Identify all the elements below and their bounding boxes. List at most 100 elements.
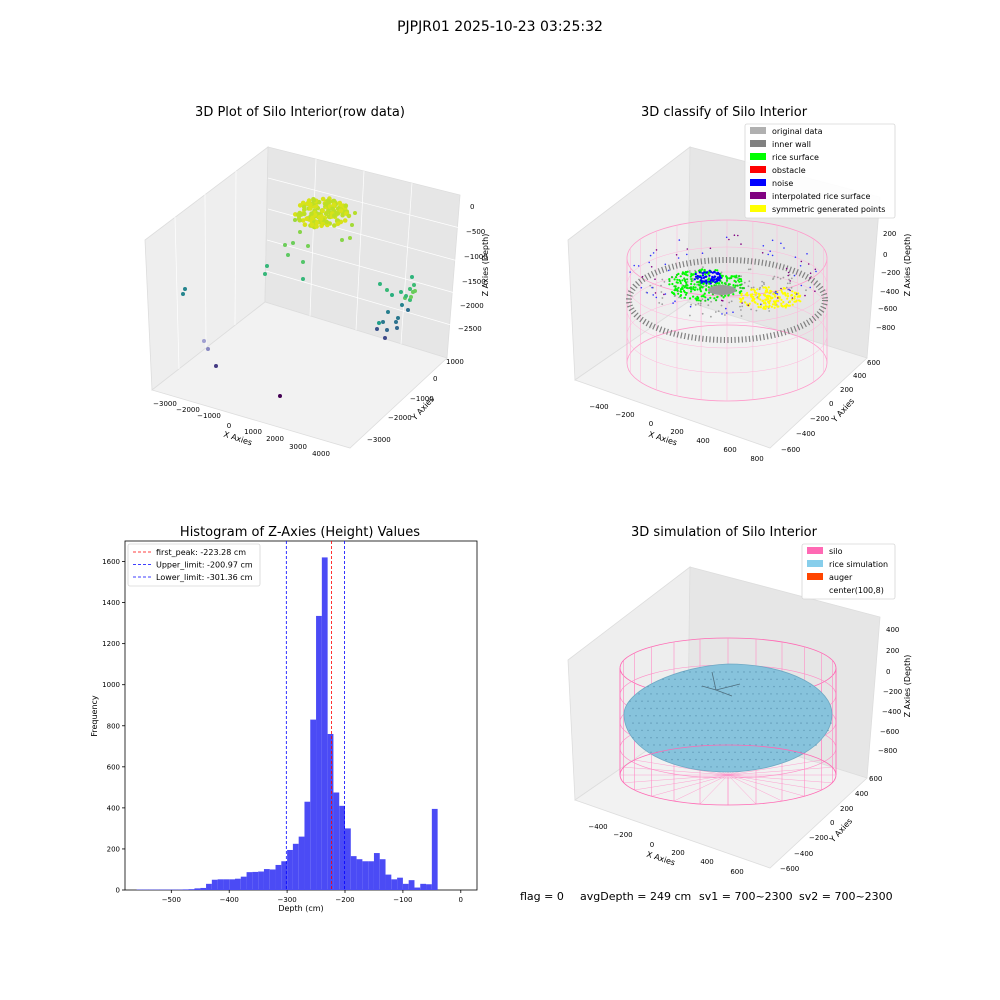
original-data-point xyxy=(786,282,789,285)
rice-surface-point xyxy=(677,286,680,289)
original-data-point xyxy=(788,274,791,276)
rice-surface-point xyxy=(740,280,743,283)
raw-point xyxy=(206,347,210,351)
mesh-dot xyxy=(815,729,817,732)
rice-surface-point xyxy=(704,299,707,302)
mesh-dot xyxy=(764,722,766,724)
mesh-dot xyxy=(689,758,691,761)
rice-surface-point xyxy=(694,271,697,274)
mesh-dot xyxy=(689,729,691,732)
original-data-point xyxy=(663,281,666,283)
histogram-bar xyxy=(182,889,189,890)
mesh-dot xyxy=(647,700,649,702)
legend-label: interpolated rice surface xyxy=(772,192,870,201)
mesh-dot xyxy=(785,700,787,702)
raw-point xyxy=(300,218,306,223)
sim-z-tick: 200 xyxy=(886,647,899,655)
legend-swatch xyxy=(807,547,823,554)
legend-label: symmetric generated points xyxy=(772,205,885,214)
rice-surface-point xyxy=(671,282,674,286)
raw-data-points xyxy=(181,196,417,398)
rice-surface-point xyxy=(679,275,682,278)
rice-surface-point xyxy=(740,290,743,293)
mesh-dot xyxy=(659,700,661,702)
mesh-dot xyxy=(734,722,736,724)
mesh-dot xyxy=(746,707,748,710)
noise-point xyxy=(686,253,688,256)
mesh-dot xyxy=(689,715,691,717)
noise-point xyxy=(711,275,714,278)
mesh-dot xyxy=(794,693,796,695)
symmetric-point xyxy=(740,294,743,297)
histogram-x-ticks: −500 −400 −300 −200 −100 0 xyxy=(162,890,463,904)
sim-x-tick: −400 xyxy=(588,823,607,831)
mesh-dot xyxy=(701,671,703,673)
noise-point xyxy=(804,294,806,297)
mesh-dot xyxy=(758,766,760,768)
legend-swatch xyxy=(750,153,766,160)
rice-surface-point xyxy=(702,294,705,297)
sim-z-tick: 0 xyxy=(886,668,890,676)
histogram-legend-item: first_peak: -223.28 cm xyxy=(133,548,246,557)
noise-point xyxy=(713,278,716,281)
mesh-dot xyxy=(632,737,634,739)
rice-surface-point xyxy=(685,271,688,274)
mesh-dot xyxy=(656,722,658,724)
symmetric-point xyxy=(763,301,767,304)
noise-point xyxy=(629,271,631,273)
mesh-dot xyxy=(722,678,724,680)
rice-surface-point xyxy=(725,279,729,282)
mesh-dot xyxy=(734,766,736,768)
symmetric-point xyxy=(756,302,759,306)
simulation-y-tick-labels: 600 400 200 0 −200 −400 −600 xyxy=(780,775,882,873)
noise-point xyxy=(761,252,764,254)
raw-z-tick: −500 xyxy=(466,228,485,236)
rice-surface-point xyxy=(676,278,679,281)
mesh-dot xyxy=(746,737,748,739)
histogram-reference-lines xyxy=(285,541,345,890)
mesh-dot xyxy=(821,715,823,717)
noise-point xyxy=(789,289,791,292)
mesh-dot xyxy=(767,758,769,761)
noise-point xyxy=(809,286,811,289)
symmetric-point xyxy=(776,291,779,294)
raw-point xyxy=(309,211,314,216)
mesh-dot xyxy=(695,758,697,761)
mesh-dot xyxy=(719,685,721,688)
mesh-dot xyxy=(773,729,775,732)
mesh-dot xyxy=(653,744,655,746)
y-tick-label: 600 xyxy=(107,763,120,771)
original-data-point xyxy=(710,300,712,303)
mesh-dot xyxy=(731,729,733,732)
raw-point xyxy=(298,230,302,234)
mesh-dot xyxy=(725,685,727,688)
raw-point xyxy=(381,320,385,324)
rice-surface-point xyxy=(673,289,676,292)
mesh-dot xyxy=(800,737,802,739)
raw-point xyxy=(332,223,337,228)
classify-legend-item: inner wall xyxy=(750,140,811,149)
mesh-dot xyxy=(761,729,763,732)
rice-surface-point xyxy=(720,281,724,284)
raw-point xyxy=(310,215,315,221)
mesh-dot xyxy=(704,693,706,695)
raw-point xyxy=(335,221,341,226)
raw-z-tick: −1000 xyxy=(464,253,488,261)
mesh-dot xyxy=(776,693,778,695)
mesh-dot xyxy=(674,707,676,710)
original-data-point xyxy=(737,277,739,280)
panel-classify-title: 3D classify of Silo Interior xyxy=(641,105,808,120)
mesh-dot xyxy=(740,766,742,768)
mesh-dot xyxy=(749,715,751,717)
noise-point xyxy=(718,274,722,278)
mesh-dot xyxy=(716,722,718,724)
mesh-dot xyxy=(818,722,820,724)
mesh-dot xyxy=(782,693,784,695)
mesh-dot xyxy=(713,758,715,761)
histogram-bar xyxy=(339,805,345,890)
symmetric-point xyxy=(788,304,792,307)
mesh-dot xyxy=(770,678,772,680)
mesh-dot xyxy=(776,678,778,680)
symmetric-point xyxy=(748,302,751,305)
mesh-dot xyxy=(821,729,823,732)
